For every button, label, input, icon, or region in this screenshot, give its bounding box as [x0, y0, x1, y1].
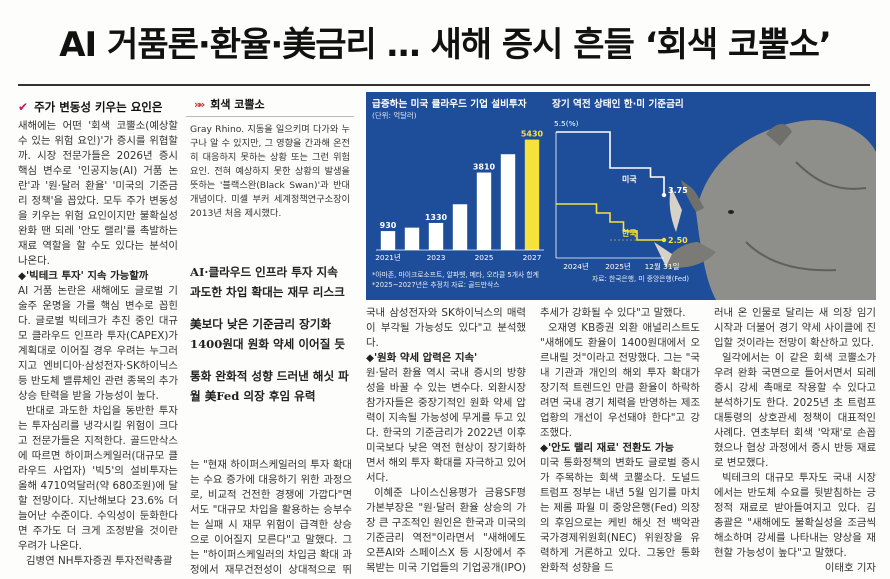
bar-chart-unit: (단위: 억달러): [372, 111, 417, 120]
line-chart-source: 자료: 한국은행, 미 중앙은행(Fed): [592, 275, 690, 283]
bar: [428, 222, 444, 250]
left-subhead: ✔ 주가 변동성 키우는 요인은: [18, 100, 178, 115]
col4-para-2: 오재영 KB증권 외환 애널리스트도 "새해에도 환율이 1400원대에서 오르…: [540, 322, 700, 439]
col4-bullet-1: ◆'안도 랠리 재료' 전환도 가능: [540, 442, 674, 454]
headline: AI 거품론·환율·美금리 … 새해 증시 흔들 ‘회색 코뿔소’: [59, 24, 832, 65]
col4-para-1: 추세가 강화될 수 있다"고 말했다.: [540, 307, 686, 319]
byline: 이태호 기자: [824, 562, 876, 574]
bar-chart-title: 급증하는 미국 클라우드 기업 설비투자: [372, 99, 527, 110]
series-end-point: [661, 192, 667, 198]
left-para-3: 반대로 과도한 차입을 동반한 투자는 투자심리를 냉각시킬 위험이 크다고 전…: [18, 405, 178, 552]
bar-chart-source: *아마존, 마이크로소프트, 알파벳, 메타, 오라클 5개사 합계 *2025…: [372, 271, 539, 289]
line-tick-label: 2024년: [563, 262, 589, 271]
bar-tick-label: 2021년: [375, 253, 401, 262]
series-line-korea: [556, 203, 664, 241]
bar-chart: 930 1330 3810 5430 2021년 2023 2025 2027: [375, 130, 544, 262]
col5-para-2: 일각에서는 이 같은 회색 코뿔소가 우려 완화 국면으로 들어서면서 되레 증…: [714, 352, 876, 469]
bar: [476, 172, 492, 250]
left-subhead-text: 주가 변동성 키우는 요인은: [34, 100, 163, 114]
line-tick-label: 12월 31일: [645, 262, 680, 271]
bar: [380, 231, 396, 250]
series-end-label: 3.75: [668, 186, 688, 195]
bar: [404, 227, 420, 250]
infographic: 930 1330 3810 5430 2021년 2023 2025 2027 5.5(%) 3…: [366, 92, 876, 300]
bar-value-label: 5430: [521, 130, 544, 139]
body-column-4: 추세가 강화될 수 있다"고 말했다. 오재영 KB증권 외환 애널리스트도 "…: [540, 306, 700, 577]
mid-para-1: 는 "현재 하이퍼스케일러의 투자 확대는 수요 증가에 대응하기 위한 과정으…: [190, 459, 352, 576]
line-chart-title: 장기 역전 상태인 한·미 기준금리: [552, 99, 684, 110]
box-title: »» 회색 코뿔소: [186, 92, 354, 117]
col4-para-3: 미국 통화정책의 변화도 글로벌 증시가 주목하는 회색 코뿔소다. 도널드 트…: [540, 457, 700, 574]
body-column-3: 국내 삼성전자와 SK하이닉스의 매력이 부각될 가능성도 있다"고 분석했다.…: [366, 306, 526, 577]
left-para-2: AI 거품 논란은 새해에도 글로벌 기술주 운명을 가를 핵심 변수로 꼽힌다…: [18, 285, 178, 402]
line-tick-label: 2025년: [605, 262, 631, 271]
col3-bullet-1: ◆'원화 약세 압력은 지속': [366, 352, 478, 364]
col3-para-2: 원·달러 환율 역시 국내 증시의 방향성을 바꿀 수 있는 변수다. 외환시장…: [366, 367, 526, 484]
series-end-label: 2.50: [668, 236, 688, 245]
gray-rhino-box: »» 회색 코뿔소 Gray Rhino. 지동을 일으키며 다가와 누구나 알…: [186, 92, 354, 242]
line-y-label: 5.5(%): [554, 119, 579, 128]
box-title-text: 회색 코뿔소: [210, 98, 265, 111]
bar: [524, 139, 540, 250]
box-body: Gray Rhino. 지동을 일으키며 다가와 누구나 알 수 있지만, 그 …: [190, 124, 350, 219]
mid-column: 는 "현재 하이퍼스케일러의 투자 확대는 수요 증가에 대응하기 위한 과정으…: [190, 458, 352, 577]
col5-para-3: 빅테크의 대규모 투자도 국내 시장에서는 반도체 수요를 뒷받침하는 긍정적 …: [714, 472, 876, 559]
bar-value-label: 1330: [425, 213, 448, 222]
bar-tick-label: 2023: [427, 253, 446, 262]
pull-quote-3: 통화 완화적 성향 드러낸 해싯 파월 美Fed 의장 후임 유력: [190, 369, 349, 403]
bar: [500, 154, 516, 250]
col3-para-1: 국내 삼성전자와 SK하이닉스의 매력이 부각될 가능성도 있다"고 분석했다.: [366, 307, 526, 349]
double-chevron-icon: »»: [194, 97, 205, 111]
body-column-5: 러내 온 인물로 달리는 새 의장 임기 시작과 더불어 경기 약세 사이클에 …: [714, 306, 876, 577]
bar-value-label: 3810: [473, 163, 496, 172]
left-para-4: 김병연 NH투자증권 투자전략총괄: [26, 555, 173, 567]
bar-tick-label: 2027: [523, 253, 542, 262]
bar-value-label: 930: [380, 221, 397, 230]
pull-quotes: AI·클라우드 인프라 투자 지속 과도한 차입 확대는 재무 리스크 美보다 …: [190, 262, 352, 418]
pull-quote-1: AI·클라우드 인프라 투자 지속 과도한 차입 확대는 재무 리스크: [190, 265, 345, 299]
series-line-us: [556, 131, 665, 195]
series-name-label: 미국: [622, 174, 637, 184]
rhino-icon: [654, 120, 876, 300]
left-column: ✔ 주가 변동성 키우는 요인은 새해에는 어떤 '회색 코뿔소(예상할 수 있…: [18, 92, 178, 577]
pull-quote-2: 美보다 낮은 기준금리 장기화 1400원대 원화 약세 이어질 듯: [190, 317, 346, 351]
headline-rule: [18, 84, 870, 86]
check-icon: ✔: [18, 100, 29, 114]
left-para-1: 새해에는 어떤 '회색 코뿔소(예상할 수 있는 위험 요인)'가 증시를 위협…: [18, 120, 178, 267]
infographic-canvas: 930 1330 3810 5430 2021년 2023 2025 2027 5.5(%) 3…: [375, 119, 876, 300]
left-bullet-1: ◆'빅테크 투자' 지속 가능할까: [18, 270, 149, 282]
bar: [452, 204, 468, 250]
series-name-label: 한국: [622, 228, 637, 238]
line-chart: 5.5(%) 3.75 미국 2.50 한국 2024년 2025년 12월 31일: [554, 119, 688, 271]
col5-para-1: 러내 온 인물로 달리는 새 의장 임기 시작과 더불어 경기 약세 사이클에 …: [714, 307, 876, 349]
col3-para-3: 이혜준 나이스신용평가 금융SF평가본부장은 "원·달러 환율 상승의 가장 큰…: [366, 487, 526, 574]
bar-tick-label: 2025: [475, 253, 494, 262]
